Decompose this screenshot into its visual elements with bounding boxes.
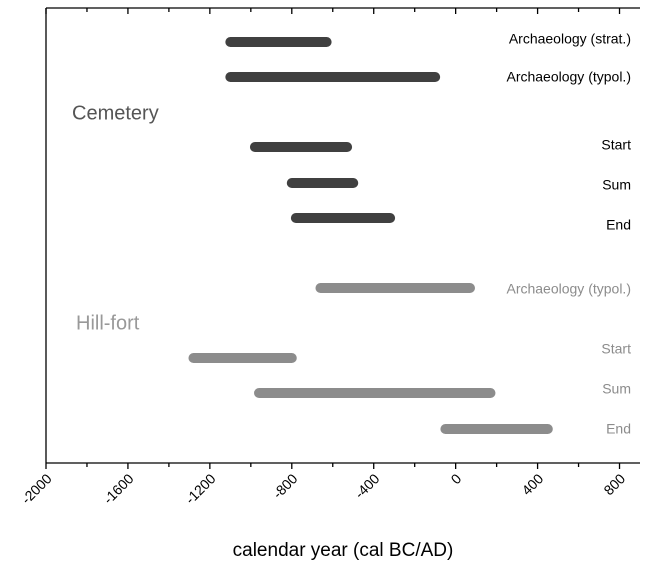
bar-label: Archaeology (typol.) [506,69,631,85]
group-label: Hill-fort [76,312,140,334]
bar-label: End [606,421,631,437]
group-label: Cemetery [72,102,159,124]
x-tick-label: -800 [269,470,300,501]
x-axis-title: calendar year (cal BC/AD) [233,540,454,561]
bar-label: Sum [602,381,631,397]
x-tick-label: -2000 [18,470,55,507]
x-tick-label: -400 [351,470,382,501]
bar-label: Start [601,137,631,153]
x-tick-label: -1600 [100,470,137,507]
bar-label: Archaeology (strat.) [509,31,631,47]
x-tick-label: 400 [518,470,546,498]
x-tick-label: 0 [448,470,465,487]
x-tick-label: 800 [600,470,628,498]
bar-label: Sum [602,177,631,193]
bar-label: Archaeology (typol.) [506,281,631,297]
bar-label: Start [601,341,631,357]
bar-label: End [606,217,631,233]
x-tick-label: -1200 [182,470,219,507]
